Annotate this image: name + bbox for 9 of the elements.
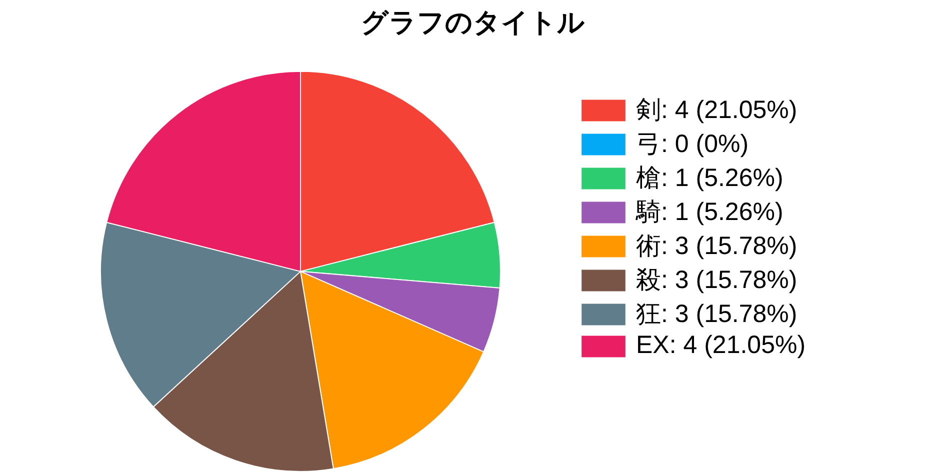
- chart-title: グラフのタイトル: [361, 8, 585, 38]
- legend-label: 狂: 3 (15.78%): [636, 299, 798, 330]
- legend-label: 騎: 1 (5.26%): [636, 197, 784, 228]
- legend-label: 弓: 0 (0%): [636, 129, 749, 160]
- legend-label: EX: 4 (21.05%): [636, 331, 806, 360]
- legend-label: 術: 3 (15.78%): [636, 231, 798, 262]
- legend-label: 剣: 4 (21.05%): [636, 95, 798, 126]
- legend-label: 殺: 3 (15.78%): [636, 265, 798, 296]
- legend-label: 槍: 1 (5.26%): [636, 163, 784, 194]
